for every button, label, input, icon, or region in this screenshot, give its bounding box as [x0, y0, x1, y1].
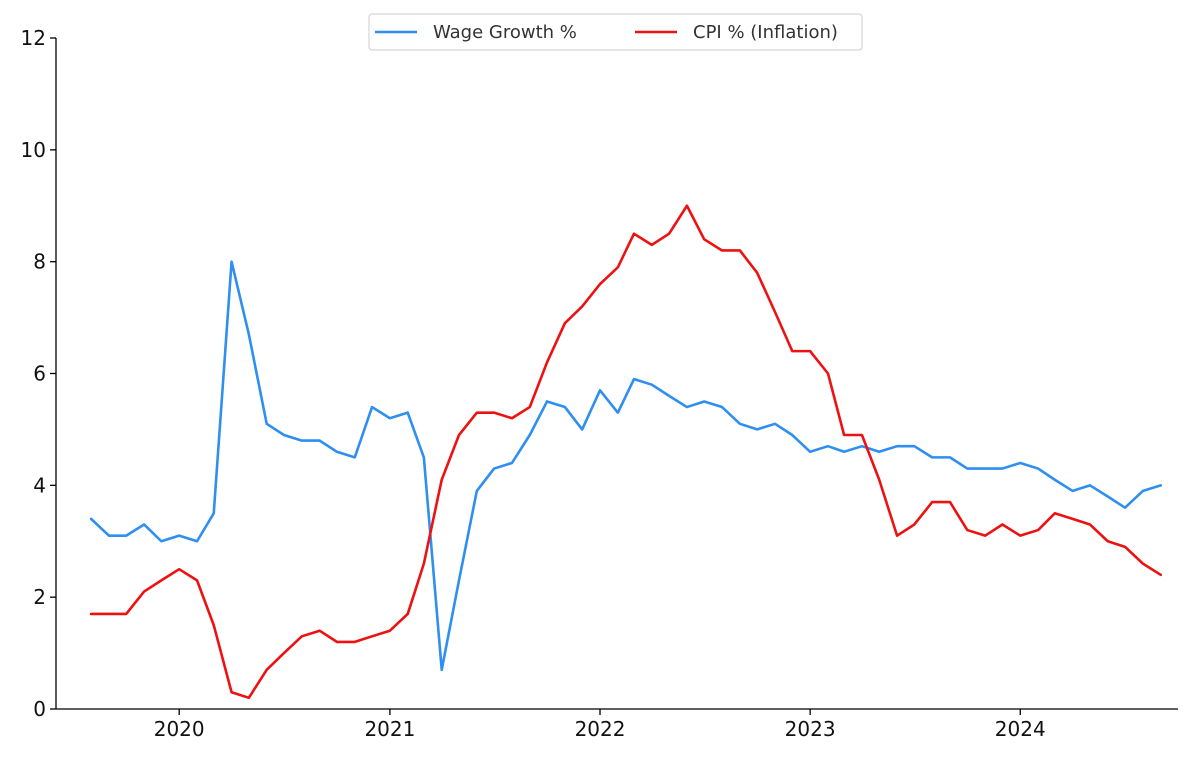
x-tick-label: 2020	[154, 717, 205, 741]
series-line-cpi-inflation	[89, 204, 1163, 700]
y-tick-label: 2	[33, 585, 46, 609]
x-tick-label: 2022	[575, 717, 626, 741]
x-tick-label: 2023	[785, 717, 836, 741]
series-line-wage-growth	[89, 260, 1163, 672]
y-tick-label: 4	[33, 473, 46, 497]
x-axis-ticks: 2020 2021 2022 2023 2024	[154, 709, 1046, 741]
y-tick-label: 8	[33, 250, 46, 274]
y-tick-label: 10	[21, 138, 46, 162]
y-tick-label: 12	[21, 26, 46, 50]
x-tick-label: 2024	[995, 717, 1046, 741]
legend-label: Wage Growth %	[433, 22, 577, 43]
legend: Wage Growth % CPI % (Inflation)	[368, 13, 863, 51]
y-tick-label: 6	[33, 362, 46, 386]
legend-label: CPI % (Inflation)	[693, 22, 838, 43]
series-layer	[89, 204, 1163, 700]
legend-box	[368, 13, 863, 51]
y-tick-label: 0	[33, 697, 46, 721]
x-tick-label: 2021	[364, 717, 415, 741]
y-axis-ticks: 0 2 4 6 8 10 12	[21, 26, 56, 721]
